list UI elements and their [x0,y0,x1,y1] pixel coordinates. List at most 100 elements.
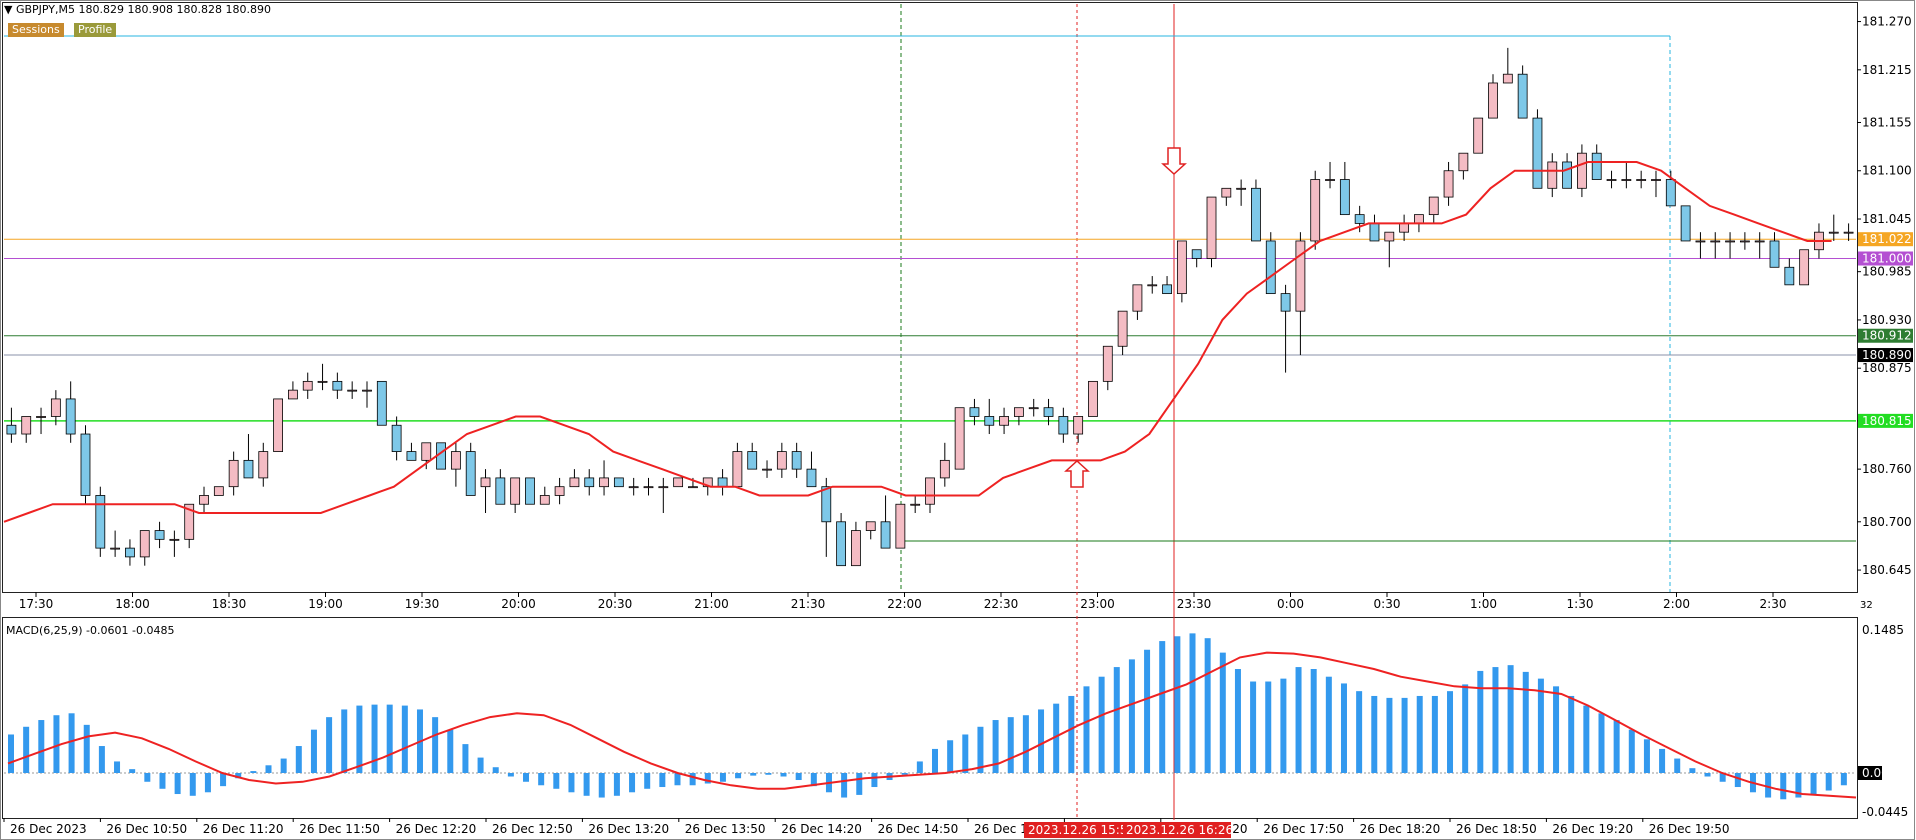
candlestick [465,451,476,496]
candlestick [569,477,580,488]
candlestick [1265,240,1276,295]
macd-histogram-bar [204,773,211,793]
candlestick [1117,310,1128,347]
macd-histogram-bar [901,773,908,775]
macd-histogram-bar [1356,691,1363,773]
date-tick-label: 26 Dec 14:20 [781,822,862,836]
date-tick-label: 26 Dec 12:50 [492,822,573,836]
candlestick [658,486,669,489]
macd-histogram-bar [432,717,439,773]
macd-histogram-bar [750,773,757,776]
date-tick-label: 26 Dec 14:50 [878,822,959,836]
macd-histogram-bar [1765,773,1772,798]
time-tick-label: 20:00 [501,597,536,611]
macd-histogram-bar [568,773,575,793]
date-tick-label: 26 Dec 19:50 [1649,822,1730,836]
macd-histogram-bar [1613,720,1620,773]
price-tick-label: 181.100 [1862,164,1912,178]
candlestick [1606,179,1617,181]
candlestick [613,477,624,488]
candlestick [288,389,298,400]
time-tick-label: 1:00 [1470,597,1497,611]
candlestick [925,477,935,505]
time-tick-label: 2:00 [1663,597,1690,611]
macd-histogram-bar [129,769,136,773]
macd-histogram-bar [1144,649,1151,773]
macd-histogram-bar [947,740,954,773]
candlestick [1013,407,1024,417]
macd-histogram-bar [1431,695,1438,773]
macd-histogram-bar [83,724,90,773]
candlestick [258,451,269,479]
macd-histogram-bar [462,744,469,773]
macd-histogram-bar [53,715,60,773]
candlestick [865,521,876,531]
sell-arrow-icon [1161,147,1187,176]
date-tick-label: 26 Dec 12:20 [396,822,477,836]
candlestick [1473,117,1484,154]
candlestick [332,380,343,391]
candlestick [1799,249,1810,286]
macd-histogram-bar [1310,669,1317,773]
macd-histogram-bar [644,773,651,789]
macd-histogram-bar [1795,773,1802,798]
macd-histogram-bar [1159,641,1166,773]
candlestick [1354,214,1365,224]
date-tick-label: 26 Dec 13:50 [685,822,766,836]
candlestick [391,424,402,452]
macd-histogram-bar [1537,678,1544,773]
time-tick-label: 19:30 [405,597,440,611]
candlestick [213,486,224,496]
candlestick [1384,231,1395,242]
time-tick-label: 20:30 [598,597,633,611]
macd-histogram-bar [1053,703,1060,773]
candlestick [80,433,91,496]
macd-histogram-bar [1068,695,1075,773]
profile-button[interactable]: Profile [74,23,117,37]
macd-histogram-bar [1007,717,1014,773]
price-tick-label: 180.645 [1862,563,1912,577]
candlestick [1547,161,1558,189]
macd-histogram-bar [1174,636,1181,773]
price-level-badge [1858,251,1913,266]
candlestick [1784,266,1795,286]
macd-histogram-bar [795,773,802,781]
candlestick [1191,249,1202,259]
price-tick-label: 180.875 [1862,361,1912,375]
price-level-label: 180.912 [1862,329,1912,343]
candlestick [421,442,432,461]
candlestick [450,451,461,470]
time-tick-label: 23:30 [1177,597,1212,611]
macd-histogram-bar [780,773,787,777]
candlestick [6,424,17,435]
time-corner-label: 32 [1860,600,1873,611]
macd-histogram-bar [1734,773,1741,788]
candlestick [347,389,358,392]
time-tick-label: 23:00 [1080,597,1115,611]
macd-histogram-bar [1280,678,1287,773]
date-tick-label: 26 Dec 19:20 [1552,822,1633,836]
candlestick [1325,179,1335,181]
macd-histogram-bar [932,748,938,773]
macd-histogram-bar [1340,683,1347,773]
triangle-down-icon[interactable]: ▼ [4,3,13,16]
candlestick [1147,284,1158,287]
candlestick [791,451,802,470]
candlestick [110,547,121,550]
candlestick [1251,187,1261,242]
candlestick [836,521,847,567]
candlestick [1577,152,1587,189]
sessions-button[interactable]: Sessions [8,23,64,37]
macd-histogram-bar [538,773,545,786]
candlestick [302,380,313,391]
candlestick [1280,293,1291,312]
macd-histogram-bar [1189,633,1196,773]
macd-histogram-bar [401,705,408,773]
candlestick [1532,117,1543,189]
candlestick [806,468,817,488]
macd-pane-frame [2,617,1858,819]
candlestick [939,459,950,479]
crosshair-time-badge [1024,822,1123,838]
date-tick-label: 26 Dec 13:20 [588,822,669,836]
